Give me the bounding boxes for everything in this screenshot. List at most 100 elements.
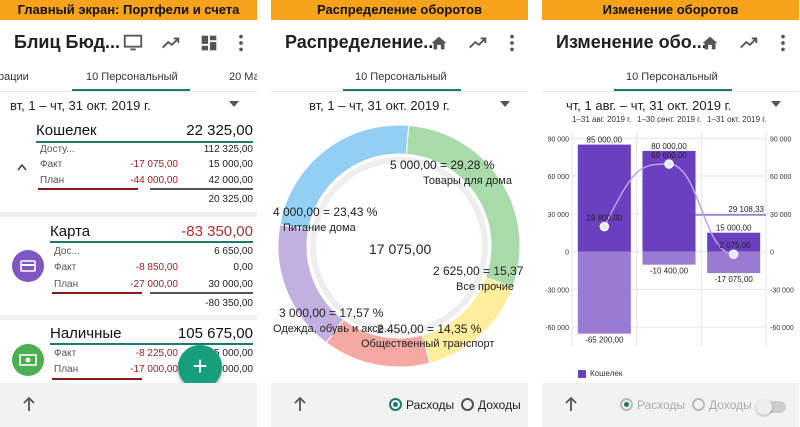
screen-title: Изменение обо... — [556, 32, 707, 52]
y-tick-left: 60 000 — [548, 174, 570, 181]
plan-row: План -27 000,00 30 000,00 — [54, 279, 253, 290]
more-icon[interactable] — [230, 32, 252, 54]
arrow-up-icon[interactable] — [562, 395, 580, 413]
divider — [0, 212, 257, 217]
chevron-down-icon[interactable] — [500, 101, 510, 107]
y-tick-left: 30 000 — [548, 212, 570, 219]
trend-icon[interactable] — [738, 32, 760, 54]
period-label: 1–31 авг. 2019 г. — [572, 115, 632, 124]
date-selector[interactable]: чт, 1 авг. – чт, 31 окт. 2019 г. — [542, 92, 799, 113]
bar-expense[interactable] — [577, 251, 631, 334]
credit-card-icon — [12, 250, 44, 282]
donut-center-value: 17 075,00 — [369, 241, 432, 257]
plan-row: План -17 000,00 20 000,00 — [54, 364, 253, 375]
y-tick-right: 60 000 — [770, 174, 792, 181]
caption: Распределение оборотов — [271, 0, 528, 20]
bar-income[interactable] — [577, 144, 631, 252]
slice-label-value: 3 000,00 = 17,57 % — [279, 306, 384, 320]
date-range: чт, 1 авг. – чт, 31 окт. 2019 г. — [566, 98, 732, 113]
income-label: 15 000,00 — [716, 224, 752, 233]
tab-personal[interactable]: 10 Персональный — [626, 71, 718, 83]
radio-expenses[interactable]: Расходы — [620, 398, 685, 412]
radio-unchecked-icon — [461, 398, 474, 411]
tab-personal[interactable]: 10 Персональный — [355, 71, 447, 83]
tab-next[interactable]: 20 Ма — [229, 71, 257, 83]
slice-label-name: Товары для дома — [423, 175, 512, 187]
cash-icon — [12, 344, 44, 376]
sum-row: 20 325,00 — [208, 194, 254, 205]
bottom-bar — [0, 383, 257, 427]
chevron-down-icon[interactable] — [771, 101, 781, 107]
donut-chart[interactable] — [271, 120, 528, 380]
balance-label: 69 600,00 — [651, 151, 687, 160]
dashboard-icon[interactable] — [198, 32, 220, 54]
tab-prev[interactable]: рации — [0, 71, 29, 83]
balance-point[interactable] — [664, 159, 674, 169]
app-bar: Изменение обо... — [542, 20, 799, 66]
slice-label-name: Все прочие — [456, 281, 514, 293]
average-label: 29 108,33 — [728, 205, 764, 214]
date-range: вт, 1 – чт, 31 окт. 2019 г. — [309, 98, 450, 113]
y-tick-left: -30 000 — [545, 287, 569, 294]
arrow-up-icon[interactable] — [20, 395, 38, 413]
account-nalichnye[interactable]: Наличные 105 675,00 Факт -8 225,00 15 000,… — [0, 322, 257, 384]
radio-expenses[interactable]: Расходы — [389, 398, 454, 412]
bar-expense[interactable] — [707, 251, 761, 274]
fact-row: Факт -17 075,00 15 000,00 — [40, 159, 253, 170]
balance-point[interactable] — [599, 221, 610, 232]
caption: Изменение оборотов — [542, 0, 799, 20]
account-total: 22 325,00 — [186, 122, 253, 139]
arrow-up-icon[interactable] — [291, 395, 309, 413]
account-total: -83 350,00 — [181, 223, 253, 240]
radio-checked-icon — [389, 398, 402, 411]
tab-indicator — [72, 89, 190, 91]
fact-row: Факт -8 225,00 15 000,00 — [54, 348, 253, 359]
slice-label-value: 5 000,00 = 29,28 % — [390, 158, 495, 172]
sum-row: -80 350,00 — [205, 298, 253, 309]
radio-income[interactable]: Доходы — [692, 398, 752, 412]
collapse-icon[interactable] — [16, 162, 28, 175]
more-icon[interactable] — [772, 32, 794, 54]
screen-main: Главный экран: Портфели и счета Блиц Бюд… — [0, 0, 257, 427]
home-icon[interactable] — [699, 32, 721, 54]
tab-personal[interactable]: 10 Персональный — [86, 71, 178, 83]
chevron-down-icon[interactable] — [229, 101, 239, 107]
tab-indicator — [614, 89, 732, 91]
toggle-switch[interactable] — [756, 399, 786, 415]
donut-slice[interactable] — [279, 124, 410, 231]
divider — [0, 315, 257, 320]
plan-row: План -44 000,00 42 000,00 — [40, 175, 253, 186]
account-koshelek[interactable]: Кошелек 22 325,00 Досту... 112 325,00 Фак… — [0, 120, 257, 212]
y-tick-right: 0 — [770, 250, 774, 257]
y-tick-left: 0 — [565, 250, 569, 257]
radio-income[interactable]: Доходы — [461, 398, 521, 412]
y-tick-left: -60 000 — [545, 325, 569, 332]
bar-expense[interactable] — [642, 251, 696, 265]
bar-chart[interactable]: 90 000 90 000 60 000 60 000 30 000 30 000 0 0 -3… — [542, 124, 799, 374]
app-bar: Распределение... — [271, 20, 528, 66]
balance-label: -2 075,00 — [717, 241, 751, 250]
portfolio-tabs: 10 Персональный — [542, 66, 799, 92]
account-name: Карта — [50, 223, 91, 240]
date-selector[interactable]: вт, 1 – чт, 31 окт. 2019 г. — [271, 92, 528, 118]
radio-unchecked-icon — [692, 398, 705, 411]
account-name: Наличные — [50, 325, 122, 342]
date-range: вт, 1 – чт, 31 окт. 2019 г. — [10, 98, 151, 113]
fact-row: Факт -8 850,00 0,00 — [54, 262, 253, 273]
portfolio-tabs: рации 10 Персональный 20 Ма — [0, 66, 257, 92]
monitor-icon[interactable] — [122, 32, 144, 54]
add-button[interactable]: + — [178, 345, 222, 389]
radio-checked-icon — [620, 398, 633, 411]
caption: Главный экран: Портфели и счета — [0, 0, 257, 20]
slice-label-value: 2 450,00 = 14,35 % — [377, 322, 482, 336]
home-icon[interactable] — [428, 32, 450, 54]
more-icon[interactable] — [501, 32, 523, 54]
account-karta[interactable]: Карта -83 350,00 Дос... 6 650,00 Факт -8 8… — [0, 220, 257, 315]
tab-indicator — [343, 89, 461, 91]
trend-icon[interactable] — [467, 32, 489, 54]
date-selector[interactable]: вт, 1 – чт, 31 окт. 2019 г. — [0, 92, 257, 118]
expense-label: -65 200,00 — [585, 336, 624, 345]
trend-icon[interactable] — [160, 32, 182, 54]
y-tick-right: 30 000 — [770, 212, 792, 219]
balance-point[interactable] — [728, 249, 739, 259]
